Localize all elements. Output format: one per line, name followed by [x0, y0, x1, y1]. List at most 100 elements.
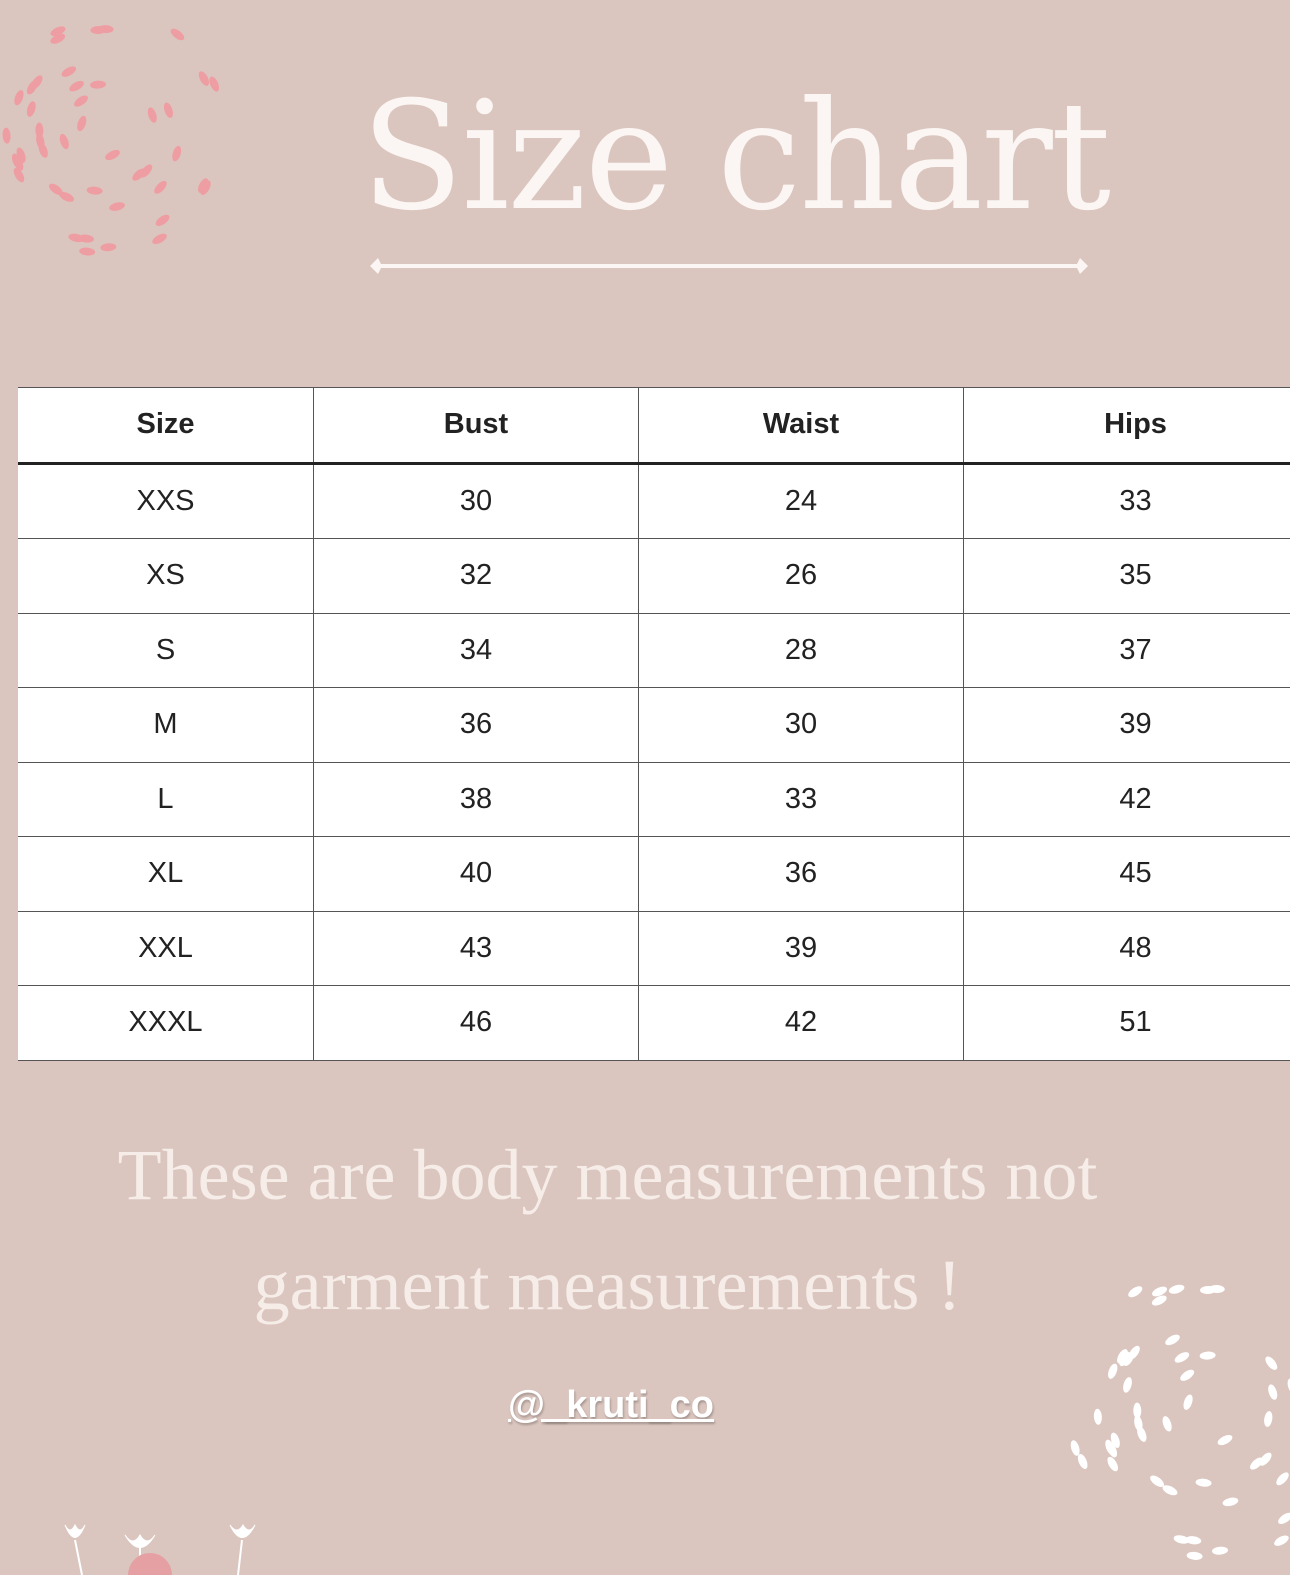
page-title: Size chart: [360, 70, 1111, 244]
table-row: XXS 30 24 33: [18, 462, 1290, 539]
table-header-row: Size Bust Waist Hips: [18, 387, 1290, 465]
dot: [1150, 1475, 1164, 1487]
dot: [1278, 1512, 1290, 1525]
dot: [1108, 1363, 1118, 1379]
dot: [1200, 1285, 1217, 1294]
dot: [1093, 1408, 1102, 1425]
cell-hips: 37: [963, 612, 1290, 688]
dot: [1162, 1485, 1178, 1496]
dot: [1183, 1394, 1193, 1410]
dot: [1186, 1551, 1203, 1560]
cell-hips: 51: [963, 985, 1290, 1061]
dot: [1107, 1456, 1119, 1472]
table-row: S 34 28 37: [18, 612, 1290, 688]
cell-bust: 46: [313, 985, 639, 1061]
cell-waist: 42: [638, 985, 964, 1061]
dot: [1070, 1440, 1080, 1456]
dot: [16, 147, 26, 163]
dot: [163, 102, 173, 118]
dot: [1265, 1356, 1278, 1370]
size-table: Size Bust Waist Hips XXS 30 24 33 XS 32 26 35 S 3…: [18, 387, 1290, 1061]
cell-size: XXXL: [18, 985, 314, 1061]
dot: [1217, 1434, 1233, 1446]
cell-size: XXL: [18, 910, 314, 986]
dot: [1134, 1415, 1143, 1432]
dot: [200, 180, 211, 196]
dot: [1185, 1536, 1202, 1545]
dot: [1110, 1432, 1120, 1448]
dot: [209, 76, 220, 92]
flowers-decoration: [64, 1523, 256, 1575]
dot: [1151, 1295, 1167, 1306]
dot: [1287, 1378, 1290, 1394]
cell-waist: 28: [638, 612, 964, 688]
cell-size: L: [18, 761, 314, 837]
dot: [198, 71, 210, 86]
dot: [1128, 1286, 1143, 1298]
dot: [36, 133, 45, 149]
dot: [147, 107, 157, 123]
dot: [59, 133, 69, 150]
cell-hips: 42: [963, 761, 1290, 837]
cell-hips: 48: [963, 910, 1290, 986]
cell-bust: 36: [313, 687, 639, 763]
dot: [170, 28, 185, 41]
dot: [1268, 1384, 1278, 1400]
dot: [90, 80, 106, 89]
dot: [13, 167, 25, 183]
cell-bust: 34: [313, 612, 639, 688]
dot: [74, 95, 88, 107]
instagram-handle-link[interactable]: @_kruti_co: [508, 1384, 715, 1426]
dot: [69, 80, 84, 92]
dot: [1274, 1535, 1289, 1546]
dot: [50, 33, 66, 44]
cell-size: XL: [18, 836, 314, 912]
dot: [1180, 1369, 1195, 1381]
cell-bust: 38: [313, 761, 639, 837]
dot: [1174, 1352, 1190, 1363]
dot: [155, 214, 170, 226]
header-bust: Bust: [313, 387, 639, 465]
table-row: L 38 33 42: [18, 761, 1290, 837]
dot: [1133, 1402, 1142, 1419]
cell-waist: 26: [638, 538, 964, 614]
dot: [50, 26, 66, 37]
dot: [26, 101, 36, 117]
dot: [90, 25, 107, 35]
table-row: XS 32 26 35: [18, 538, 1290, 614]
dot: [152, 233, 167, 245]
cell-size: XXS: [18, 462, 314, 539]
table-row: M 36 30 39: [18, 687, 1290, 763]
table-row: XL 40 36 45: [18, 836, 1290, 912]
dot: [1168, 1284, 1185, 1294]
dot: [109, 202, 125, 211]
dot: [31, 75, 43, 90]
cell-bust: 30: [313, 462, 639, 539]
table-row: XXL 43 39 48: [18, 910, 1290, 986]
dot: [105, 149, 120, 161]
cell-bust: 40: [313, 836, 639, 912]
dot: [77, 115, 87, 132]
dot: [1077, 1453, 1088, 1470]
dot: [172, 145, 182, 162]
cell-size: M: [18, 687, 314, 763]
cell-size: S: [18, 612, 314, 688]
dot: [1165, 1334, 1180, 1346]
note-line-2: garment measurements !: [253, 1245, 962, 1325]
dot: [1250, 1457, 1264, 1470]
note-line-1: These are body measurements not: [117, 1135, 1098, 1215]
dot: [2, 127, 11, 144]
dot: [1173, 1535, 1190, 1544]
pink-dots-decoration: [2, 25, 220, 256]
header-hips: Hips: [963, 387, 1290, 465]
dot: [86, 186, 103, 195]
dot: [59, 191, 75, 202]
dot: [14, 90, 24, 106]
measurement-note: These are body measurements not garment …: [0, 1120, 1215, 1340]
cell-waist: 33: [638, 761, 964, 837]
dot: [49, 183, 63, 196]
dot: [1162, 1416, 1172, 1432]
dot: [1195, 1478, 1212, 1487]
cell-bust: 32: [313, 538, 639, 614]
cell-hips: 33: [963, 462, 1290, 539]
